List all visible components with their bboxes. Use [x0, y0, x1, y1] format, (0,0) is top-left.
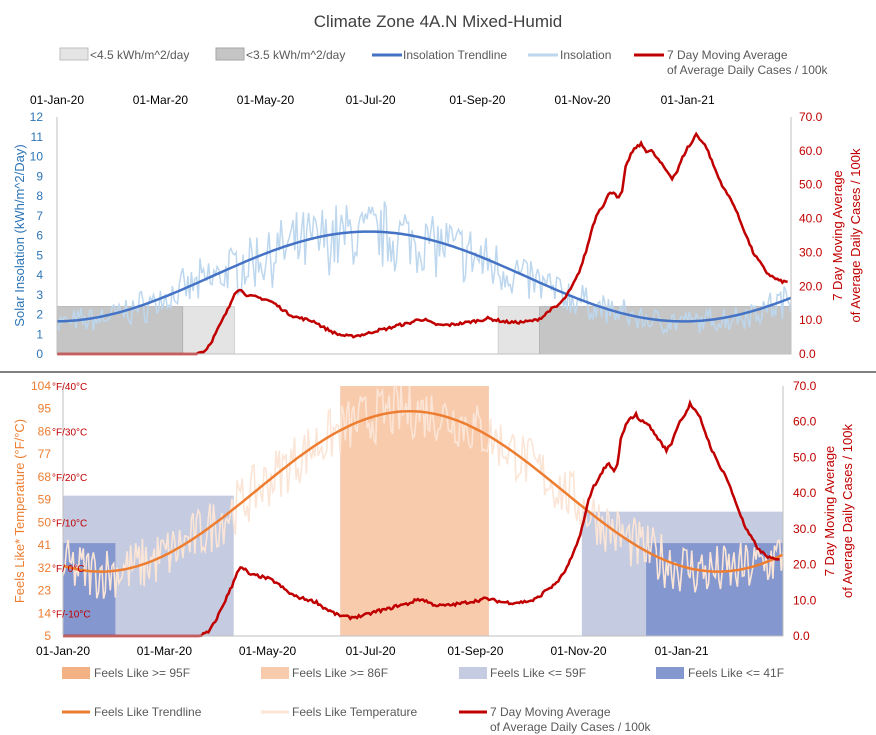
y2-tick-label: 0.0 — [793, 629, 810, 643]
y2-tick-label: 0.0 — [799, 347, 816, 361]
legend-label-temp: Feels Like Temperature — [292, 705, 418, 719]
y2-tick-label: 20.0 — [793, 558, 817, 572]
legend-label-shade-35: <3.5 kWh/m^2/day — [246, 48, 345, 62]
y-tick-label: 2 — [36, 308, 43, 322]
y2-tick-label: 40.0 — [799, 212, 823, 226]
y-tick-celsius: °F/ 0°C — [52, 564, 84, 575]
y2-axis-title-line1: 7 Day Moving Average — [822, 446, 837, 577]
y2-axis-title-line2: of Average Daily Cases / 100k — [848, 148, 863, 322]
y-tick-label: 104 — [31, 379, 51, 393]
y2-tick-label: 20.0 — [799, 279, 823, 293]
legend-swatch-shade-35 — [215, 47, 245, 61]
y2-tick-label: 40.0 — [793, 486, 817, 500]
legend-top: <4.5 kWh/m^2/day <3.5 kWh/m^2/day Insola… — [59, 47, 829, 77]
legend-label-trend-blue: Insolation Trendline — [403, 48, 507, 62]
y-tick-label: 3 — [36, 288, 43, 302]
temperature-series — [62, 385, 784, 599]
legend-label-cases-top: 7 Day Moving Average of Average Daily Cas… — [667, 48, 829, 77]
y-tick-label: 95 — [38, 402, 52, 416]
insolation-trendline — [56, 230, 792, 323]
y-tick-label: 4 — [36, 268, 43, 282]
y-tick-label: 6 — [36, 229, 43, 243]
y-tick-label: 50 — [38, 515, 52, 529]
y-tick-label: 86 — [38, 424, 52, 438]
legend-label-shade-45: <4.5 kWh/m^2/day — [90, 48, 189, 62]
y-tick-celsius: °F/10°C — [52, 518, 87, 529]
y-axis-title: Feels Like* Temperature (°F/°C) — [12, 419, 27, 603]
legend-label-cold59: Feels Like <= 59F — [490, 666, 586, 680]
y-axis-title: Solar Insolation (kWh/m^2/Day) — [12, 144, 27, 326]
y2-tick-label: 60.0 — [799, 144, 823, 158]
y-tick-label: 8 — [36, 189, 43, 203]
y-tick-label: 59 — [38, 493, 52, 507]
y-tick-celsius: °F/30°C — [52, 427, 87, 438]
temperature-trendline — [62, 410, 784, 573]
x-tick-label: 01-Nov-20 — [555, 93, 611, 107]
x-tick-label: 01-Nov-20 — [550, 644, 606, 658]
x-tick-label: 01-Sep-20 — [447, 644, 503, 658]
y-tick-label: 5 — [36, 248, 43, 262]
legend-label-cases-bottom: 7 Day Moving Average of Average Daily Cas… — [490, 705, 652, 734]
y2-tick-label: 60.0 — [793, 415, 817, 429]
y2-axis-title-line1: 7 Day Moving Average — [830, 170, 845, 301]
y-tick-label: 0 — [36, 347, 43, 361]
legend-bottom: Feels Like >= 95F Feels Like >= 86F Feel… — [62, 666, 784, 734]
y-tick-label: 68 — [38, 470, 52, 484]
y2-tick-label: 50.0 — [793, 450, 817, 464]
y2-tick-label: 70.0 — [799, 110, 823, 124]
y-tick-label: 77 — [38, 447, 52, 461]
legend-swatch-shade-45 — [59, 47, 89, 61]
legend-label-cold41: Feels Like <= 41F — [688, 666, 784, 680]
legend-label-insolation: Insolation — [560, 48, 611, 62]
x-tick-label: 01-Sep-20 — [449, 93, 505, 107]
y-tick-label: 32 — [38, 561, 52, 575]
x-tick-label: 01-Mar-20 — [137, 644, 193, 658]
legend-swatch-cold41 — [656, 667, 684, 679]
x-tick-label: 01-May-20 — [239, 644, 297, 658]
x-tick-label: 01-Jan-20 — [36, 644, 90, 658]
y-tick-celsius: °F/-10°C — [52, 609, 91, 620]
y-tick-label: 10 — [30, 150, 44, 164]
x-tick-label: 01-Jan-20 — [30, 93, 84, 107]
y-tick-celsius: °F/20°C — [52, 473, 87, 484]
y-tick-label: 23 — [38, 584, 52, 598]
y-tick-label: 5 — [44, 629, 51, 643]
y2-tick-label: 10.0 — [799, 313, 823, 327]
legend-swatch-cold59 — [459, 667, 487, 679]
x-tick-label: 01-Jul-20 — [346, 93, 396, 107]
y-tick-label: 12 — [30, 110, 44, 124]
x-tick-label: 01-Jan-21 — [655, 644, 709, 658]
y-tick-label: 41 — [38, 538, 52, 552]
legend-label-hot86: Feels Like >= 86F — [292, 666, 388, 680]
y2-tick-label: 30.0 — [793, 522, 817, 536]
legend-swatch-hot95 — [62, 667, 90, 679]
insolation-series — [56, 201, 792, 336]
legend-label-trend-orange: Feels Like Trendline — [94, 705, 202, 719]
y-tick-celsius: °F/40°C — [52, 382, 87, 393]
x-tick-label: 01-Mar-20 — [133, 93, 189, 107]
y-tick-label: 14 — [38, 606, 52, 620]
y2-tick-label: 50.0 — [799, 178, 823, 192]
y-tick-label: 1 — [36, 327, 43, 341]
x-tick-label: 01-Jul-20 — [346, 644, 396, 658]
legend-swatch-hot86 — [261, 667, 289, 679]
y2-axis-title-line2: of Average Daily Cases / 100k — [840, 424, 855, 598]
insolation-panel: 01234567891011120.010.020.030.040.050.06… — [12, 93, 863, 361]
y2-tick-label: 30.0 — [799, 245, 823, 259]
shade-below-3-5 — [56, 306, 184, 355]
y-tick-label: 7 — [36, 209, 43, 223]
y2-tick-label: 10.0 — [793, 593, 817, 607]
y-tick-label: 9 — [36, 169, 43, 183]
y-tick-label: 11 — [31, 130, 44, 144]
chart-title: Climate Zone 4A.N Mixed-Humid — [314, 12, 562, 31]
x-tick-label: 01-May-20 — [237, 93, 295, 107]
y2-tick-label: 70.0 — [793, 379, 817, 393]
x-tick-label: 01-Jan-21 — [661, 93, 715, 107]
legend-label-hot95: Feels Like >= 95F — [94, 666, 190, 680]
